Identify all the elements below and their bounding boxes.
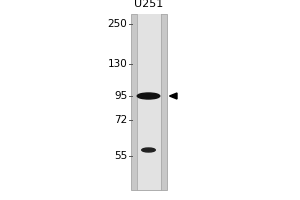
Text: 250: 250: [108, 19, 127, 29]
Ellipse shape: [142, 148, 155, 152]
Text: 95: 95: [114, 91, 128, 101]
Bar: [130, 14, 166, 190]
Text: 72: 72: [114, 115, 128, 125]
Text: 130: 130: [108, 59, 127, 69]
Ellipse shape: [137, 93, 160, 99]
Polygon shape: [169, 93, 177, 99]
Text: 55: 55: [114, 151, 128, 161]
Bar: [136, 14, 160, 190]
Text: U251: U251: [134, 0, 163, 9]
